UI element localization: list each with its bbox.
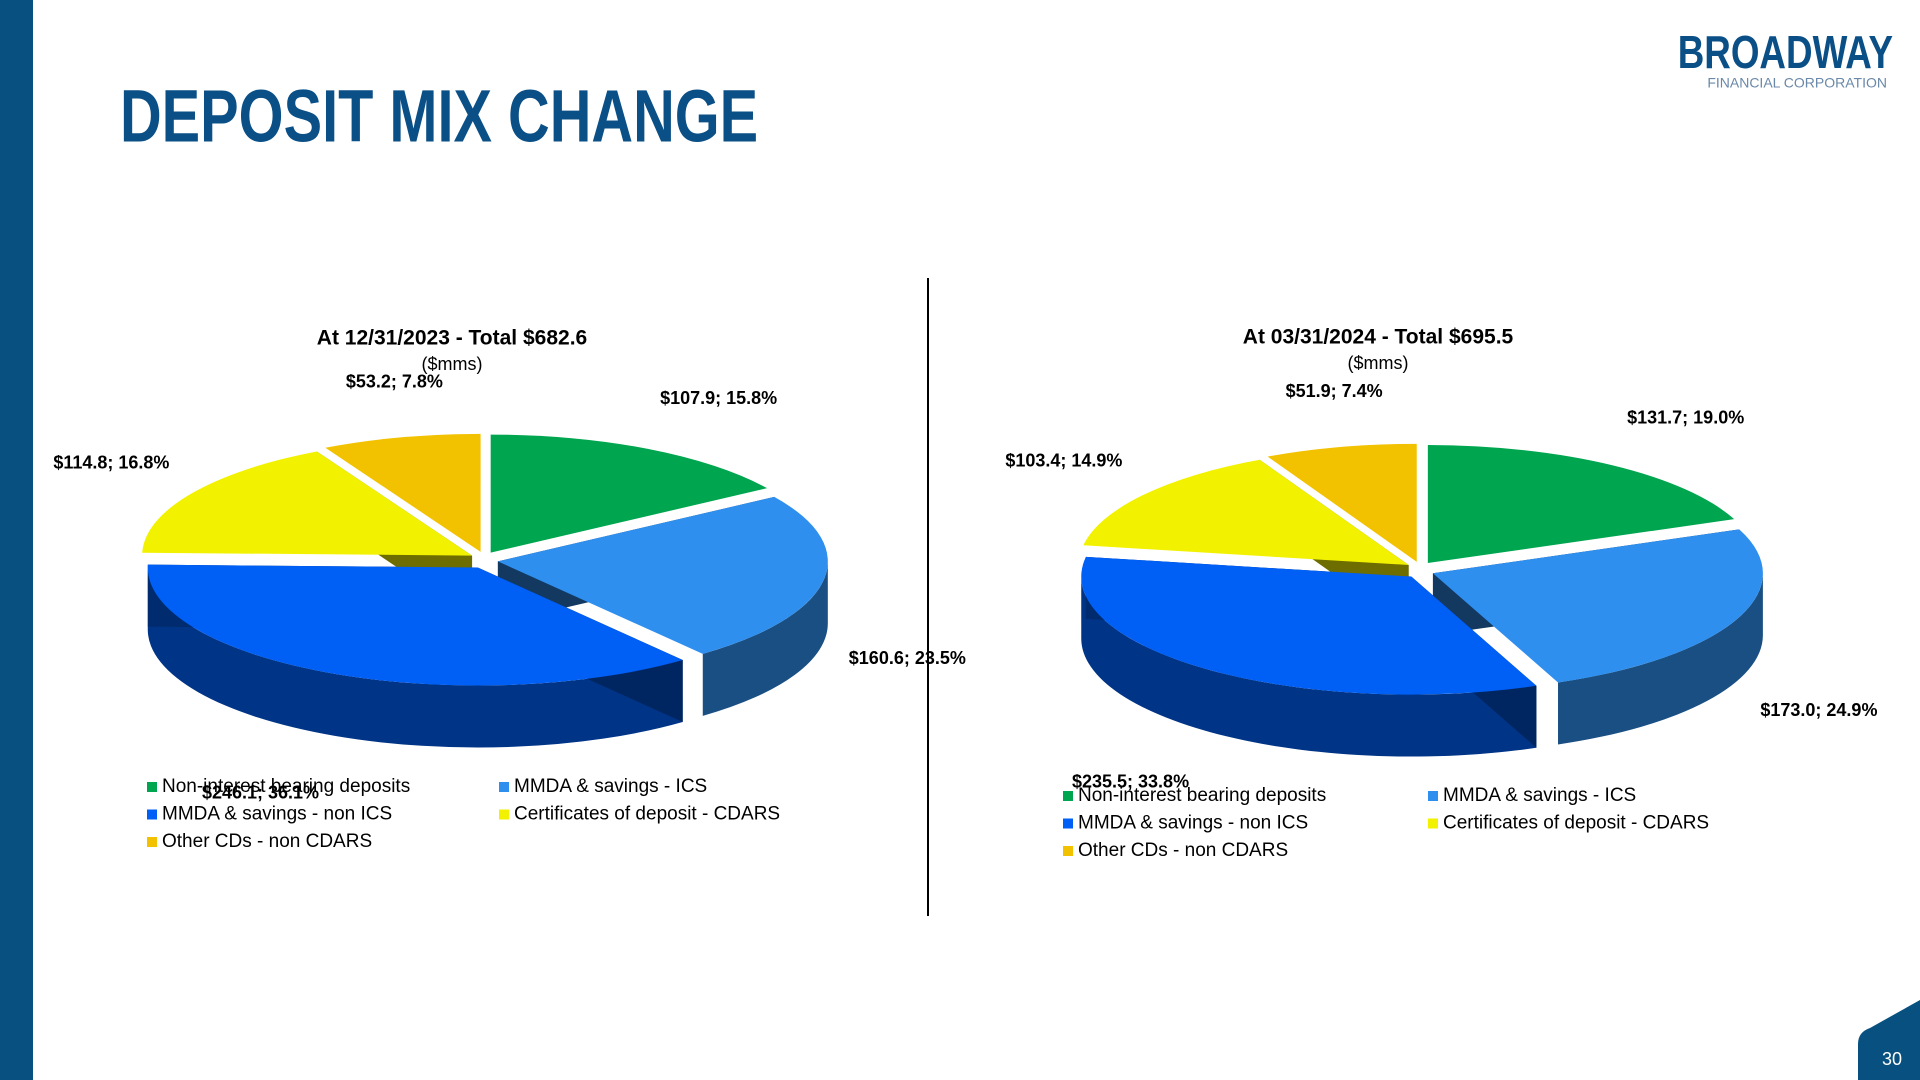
pie-slice <box>1081 556 1537 695</box>
legend-swatch <box>1063 818 1073 829</box>
data-label: $107.9; 15.8% <box>660 388 777 408</box>
pie-slice <box>490 434 768 553</box>
side-bar <box>0 0 33 1080</box>
legend-swatch <box>499 809 509 820</box>
chart-title: At 12/31/2023 - Total $682.6 <box>317 327 587 350</box>
data-label: $235.5; 33.8% <box>1072 772 1189 792</box>
legend-label: Other CDs - non CDARS <box>162 831 372 852</box>
legend-swatch <box>1063 846 1073 856</box>
slice-side <box>1558 573 1763 745</box>
data-label: $103.4; 14.9% <box>1005 450 1122 470</box>
pie-slice <box>1432 529 1763 683</box>
logo: BROADWAY <box>1678 26 1893 78</box>
pie-slice <box>1083 459 1409 566</box>
slice-side <box>1081 576 1537 757</box>
legend-swatch <box>499 782 509 792</box>
legend-swatch <box>1428 791 1438 801</box>
logo-subtitle: FINANCIAL CORPORATION <box>1707 75 1887 91</box>
legend-label: MMDA & savings - non ICS <box>1078 813 1308 834</box>
legend-swatch <box>147 809 157 820</box>
data-label: $173.0; 24.9% <box>1760 700 1877 720</box>
page-tab <box>1858 1000 1920 1080</box>
legend-label: MMDA & savings - non ICS <box>162 804 392 825</box>
legend-swatch <box>1428 818 1438 829</box>
pie-slice <box>147 564 683 686</box>
legend-label: Other CDs - non CDARS <box>1078 840 1288 861</box>
slice-side <box>147 567 683 748</box>
legend-swatch <box>147 837 157 847</box>
chart-title: At 03/31/2024 - Total $695.5 <box>1243 326 1514 349</box>
legend-swatch <box>147 782 157 792</box>
legend-label: MMDA & savings - ICS <box>514 776 707 797</box>
legend-label: Non-interest bearing deposits <box>1078 785 1326 806</box>
legend-label: Certificates of deposit - CDARS <box>1443 813 1709 834</box>
chart-subtitle: ($mms) <box>422 354 483 374</box>
data-label: $160.6; 23.5% <box>849 648 966 668</box>
slide-title: DEPOSIT MIX CHANGE <box>120 76 758 159</box>
legend-swatch <box>1063 791 1073 801</box>
page-number: 30 <box>1882 1049 1902 1069</box>
legend-label: Certificates of deposit - CDARS <box>514 804 780 825</box>
pie-slice <box>142 451 473 556</box>
data-label: $114.8; 16.8% <box>53 453 169 473</box>
data-label: $131.7; 19.0% <box>1627 407 1744 427</box>
pie-slice <box>1267 443 1417 562</box>
data-label: $53.2; 7.8% <box>346 371 443 391</box>
legend-label: Non-interest bearing deposits <box>162 776 410 797</box>
chart-subtitle: ($mms) <box>1348 353 1409 373</box>
legend-label: MMDA & savings - ICS <box>1443 785 1636 806</box>
slice-side <box>702 561 828 716</box>
pie-slice <box>497 496 828 654</box>
pie-slice <box>325 433 481 552</box>
data-label: $246.1; 36.1% <box>202 782 319 802</box>
data-label: $51.9; 7.4% <box>1286 381 1383 401</box>
pie-slice <box>1427 445 1735 564</box>
